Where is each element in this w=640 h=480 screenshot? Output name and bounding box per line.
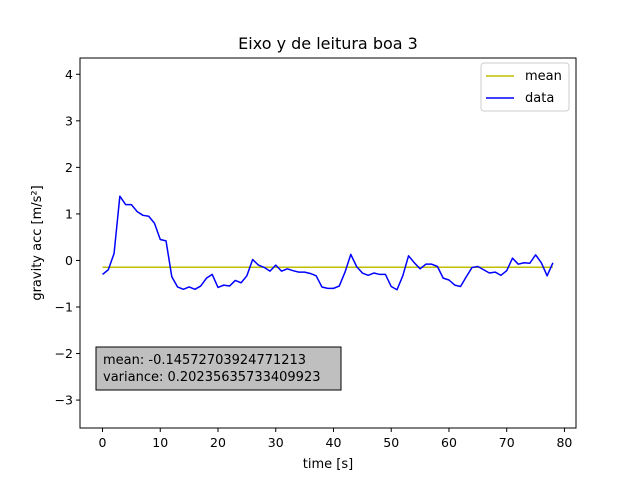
legend-box xyxy=(480,62,570,112)
x-tick-label: 40 xyxy=(326,435,342,450)
y-tick-label: −1 xyxy=(55,299,73,314)
x-tick-label: 20 xyxy=(210,435,226,450)
x-tick-label: 10 xyxy=(152,435,168,450)
series-line-data xyxy=(102,195,554,291)
x-tick-label: 60 xyxy=(441,435,457,450)
series-layer xyxy=(102,195,554,291)
plot-frame xyxy=(79,57,577,429)
y-tick-label: −2 xyxy=(55,346,73,361)
x-tick-label: 80 xyxy=(556,435,572,450)
y-tick-label: −3 xyxy=(55,393,73,408)
stats-annotation: mean: -0.14572703924771213 variance: 0.2… xyxy=(95,346,342,391)
stats-box xyxy=(95,346,342,391)
y-tick-label: 2 xyxy=(65,160,73,175)
x-tick-label: 30 xyxy=(268,435,284,450)
chart-title: Eixo y de leitura boa 3 xyxy=(238,34,418,53)
y-axis-ticks: −3 −2 −1 0 1 2 3 4 xyxy=(55,67,80,408)
y-tick-label: 1 xyxy=(65,206,73,221)
y-tick-label: 0 xyxy=(65,253,73,268)
legend-label-data: data xyxy=(525,91,554,106)
y-tick-label: 3 xyxy=(65,113,73,128)
variance-stat-text: variance: 0.20235635733409923 xyxy=(103,370,321,385)
y-axis-label: gravity acc [m/s²] xyxy=(30,185,45,300)
x-axis-ticks: 0 10 20 30 40 50 60 70 80 xyxy=(99,428,572,450)
y-tick-label: 4 xyxy=(65,67,73,82)
x-axis-label: time [s] xyxy=(303,457,353,472)
legend: mean data xyxy=(480,62,570,112)
mean-stat-text: mean: -0.14572703924771213 xyxy=(103,353,306,368)
legend-label-mean: mean xyxy=(525,69,562,84)
x-tick-label: 70 xyxy=(499,435,515,450)
x-tick-label: 0 xyxy=(99,435,107,450)
x-tick-label: 50 xyxy=(383,435,399,450)
